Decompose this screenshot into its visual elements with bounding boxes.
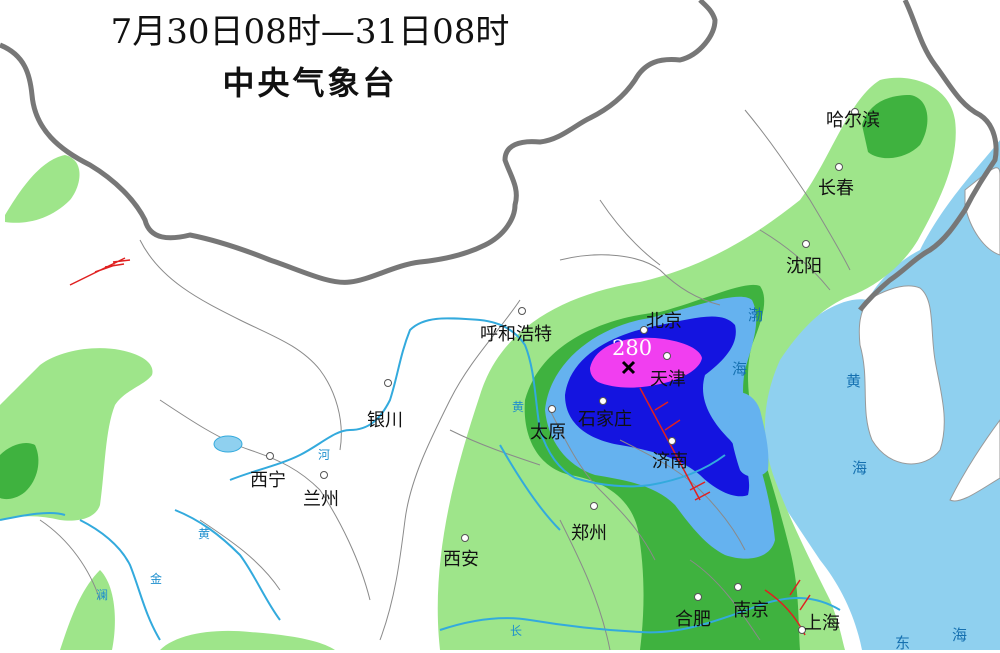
rain-light-blue-east bbox=[729, 392, 769, 477]
city-dot bbox=[599, 397, 607, 405]
city-taiyuan: 太原 bbox=[530, 422, 566, 443]
city-beijing: 北京 bbox=[646, 311, 682, 332]
rain-green-w bbox=[0, 443, 39, 500]
city-dot bbox=[694, 593, 702, 601]
city-harbin: 哈尔滨 bbox=[826, 110, 880, 131]
river-label-jin: 金 bbox=[150, 572, 163, 586]
city-dot bbox=[384, 379, 392, 387]
korea-land bbox=[858, 285, 945, 465]
city-dot bbox=[518, 307, 526, 315]
city-tianjin: 天津 bbox=[650, 369, 686, 390]
city-hohhot: 呼和浩特 bbox=[480, 324, 552, 345]
max-rain-value: 280 bbox=[612, 336, 653, 360]
rain-light-green-sw bbox=[160, 630, 335, 650]
rain-light-green-w bbox=[0, 348, 153, 521]
city-lanzhou: 兰州 bbox=[303, 489, 339, 510]
river-label-huang-1: 黄 bbox=[512, 400, 525, 414]
city-nanjing: 南京 bbox=[733, 600, 769, 621]
city-changchun: 长春 bbox=[818, 178, 854, 199]
country-border bbox=[0, 0, 718, 285]
sea-label-bo-hai: 海 bbox=[732, 360, 748, 378]
river-label-lan: 澜 bbox=[96, 588, 109, 602]
city-zhengzhou: 郑州 bbox=[571, 523, 607, 544]
max-rain-marker bbox=[621, 360, 636, 375]
city-dot bbox=[640, 326, 648, 334]
rivers bbox=[0, 317, 841, 641]
qinghai-lake bbox=[213, 435, 243, 453]
city-jinan: 济南 bbox=[652, 451, 688, 472]
sea-label-bo: 渤 bbox=[748, 306, 764, 324]
sea-label-huang: 黄 bbox=[846, 372, 862, 390]
sea-label-dong-hai: 海 bbox=[952, 626, 968, 644]
province-borders bbox=[39, 109, 851, 650]
sea-label-huang-hai: 海 bbox=[852, 459, 868, 477]
city-shenyang: 沈阳 bbox=[786, 256, 822, 277]
country-border-ne bbox=[858, 0, 999, 312]
rain-magenta bbox=[590, 337, 702, 388]
city-yinchuan: 银川 bbox=[367, 410, 403, 431]
city-dot bbox=[548, 405, 556, 413]
rain-light-green-s bbox=[60, 570, 115, 650]
city-dot bbox=[320, 471, 328, 479]
city-dot bbox=[734, 583, 742, 591]
river-label-chang: 长 bbox=[510, 624, 523, 638]
city-dot bbox=[802, 240, 810, 248]
river-label-huang-2: 黄 bbox=[198, 527, 211, 541]
japan-land bbox=[949, 419, 1000, 502]
river-label-he: 河 bbox=[318, 448, 331, 462]
city-xining: 西宁 bbox=[250, 470, 286, 491]
sea-label-dong: 东 bbox=[895, 634, 911, 652]
city-dot bbox=[663, 352, 671, 360]
city-shanghai: 上海 bbox=[804, 613, 840, 634]
rain-light-green-nw bbox=[5, 155, 80, 223]
city-dot bbox=[668, 437, 676, 445]
sea-area bbox=[705, 140, 1000, 650]
city-dot bbox=[798, 626, 806, 634]
city-dot bbox=[851, 108, 859, 116]
issuer-name: 中央气象台 bbox=[222, 64, 398, 102]
city-hefei: 合肥 bbox=[675, 609, 711, 630]
city-dot bbox=[266, 452, 274, 460]
rain-green-ne bbox=[862, 95, 928, 159]
city-shijiazhuang: 石家庄 bbox=[578, 409, 632, 430]
city-dot bbox=[835, 163, 843, 171]
city-dot bbox=[461, 534, 469, 542]
city-xian: 西安 bbox=[443, 549, 479, 570]
forecast-period: 7月30日08时—31日08时 bbox=[110, 12, 510, 52]
city-dot bbox=[590, 502, 598, 510]
